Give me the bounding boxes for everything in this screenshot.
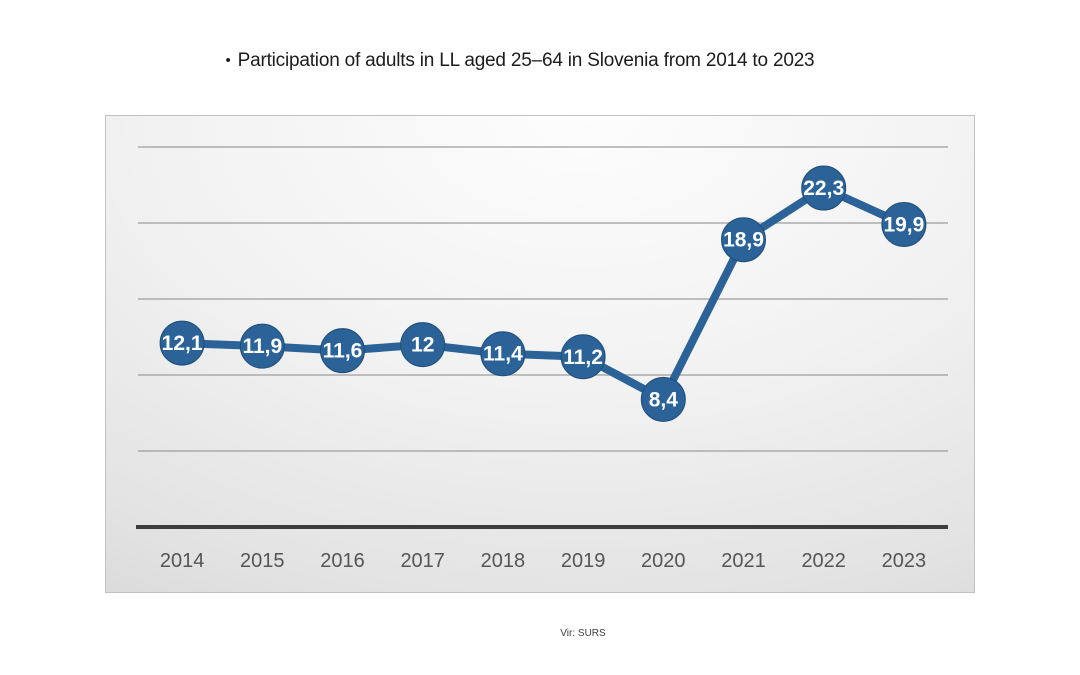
chart-title-text: Participation of adults in LL aged 25–64… — [237, 50, 815, 71]
x-axis-tick-label: 2014 — [160, 550, 205, 572]
data-point-marker — [239, 323, 285, 369]
data-point-marker — [320, 328, 365, 374]
x-axis-tick-label: 2017 — [400, 550, 445, 572]
x-axis-tick-label: 2021 — [721, 550, 766, 572]
x-axis-tick-label: 2020 — [641, 550, 686, 572]
data-point-marker — [801, 165, 847, 211]
data-point-label: 11,4 — [483, 343, 523, 366]
data-point-label: 18,9 — [723, 229, 764, 252]
data-point-label: 12,1 — [162, 332, 203, 355]
x-axis-tick-label: 2022 — [801, 550, 846, 572]
x-axis-tick-label: 2018 — [481, 550, 526, 572]
data-line — [178, 184, 908, 404]
data-point-label: 11,9 — [242, 335, 282, 358]
source-note: Vir: SURS — [560, 628, 606, 639]
data-point-label: 22,3 — [803, 177, 844, 200]
line-chart: 12,1 11,9 11,6 12 11,4 11,2 8,4 18,9 22,3 19,9 201… — [136, 146, 948, 572]
x-axis-tick-label: 2019 — [561, 550, 606, 572]
data-point-marker — [640, 376, 686, 422]
data-point-marker — [881, 202, 927, 248]
data-point-label: 11,2 — [563, 346, 603, 369]
data-point-marker — [400, 322, 446, 368]
data-point-label: 11,6 — [323, 340, 363, 363]
title-bullet: • — [225, 52, 231, 69]
x-axis-tick-label: 2015 — [240, 550, 284, 572]
chart-title: • Participation of adults in LL aged 25–6… — [105, 50, 935, 72]
data-point-label: 12 — [411, 334, 434, 357]
data-point-marker — [480, 331, 526, 377]
chart-plot-area: 12,1 11,9 11,6 12 11,4 11,2 8,4 18,9 22,3 19,9 201… — [105, 115, 975, 593]
data-point-marker — [560, 334, 606, 380]
data-point-marker — [159, 320, 205, 366]
x-axis-tick-label: 2023 — [882, 550, 927, 572]
data-point-label: 19,9 — [883, 214, 924, 237]
data-point-label: 8,4 — [649, 388, 679, 411]
x-axis-tick-label: 2016 — [320, 550, 365, 572]
data-point-marker — [721, 217, 766, 263]
